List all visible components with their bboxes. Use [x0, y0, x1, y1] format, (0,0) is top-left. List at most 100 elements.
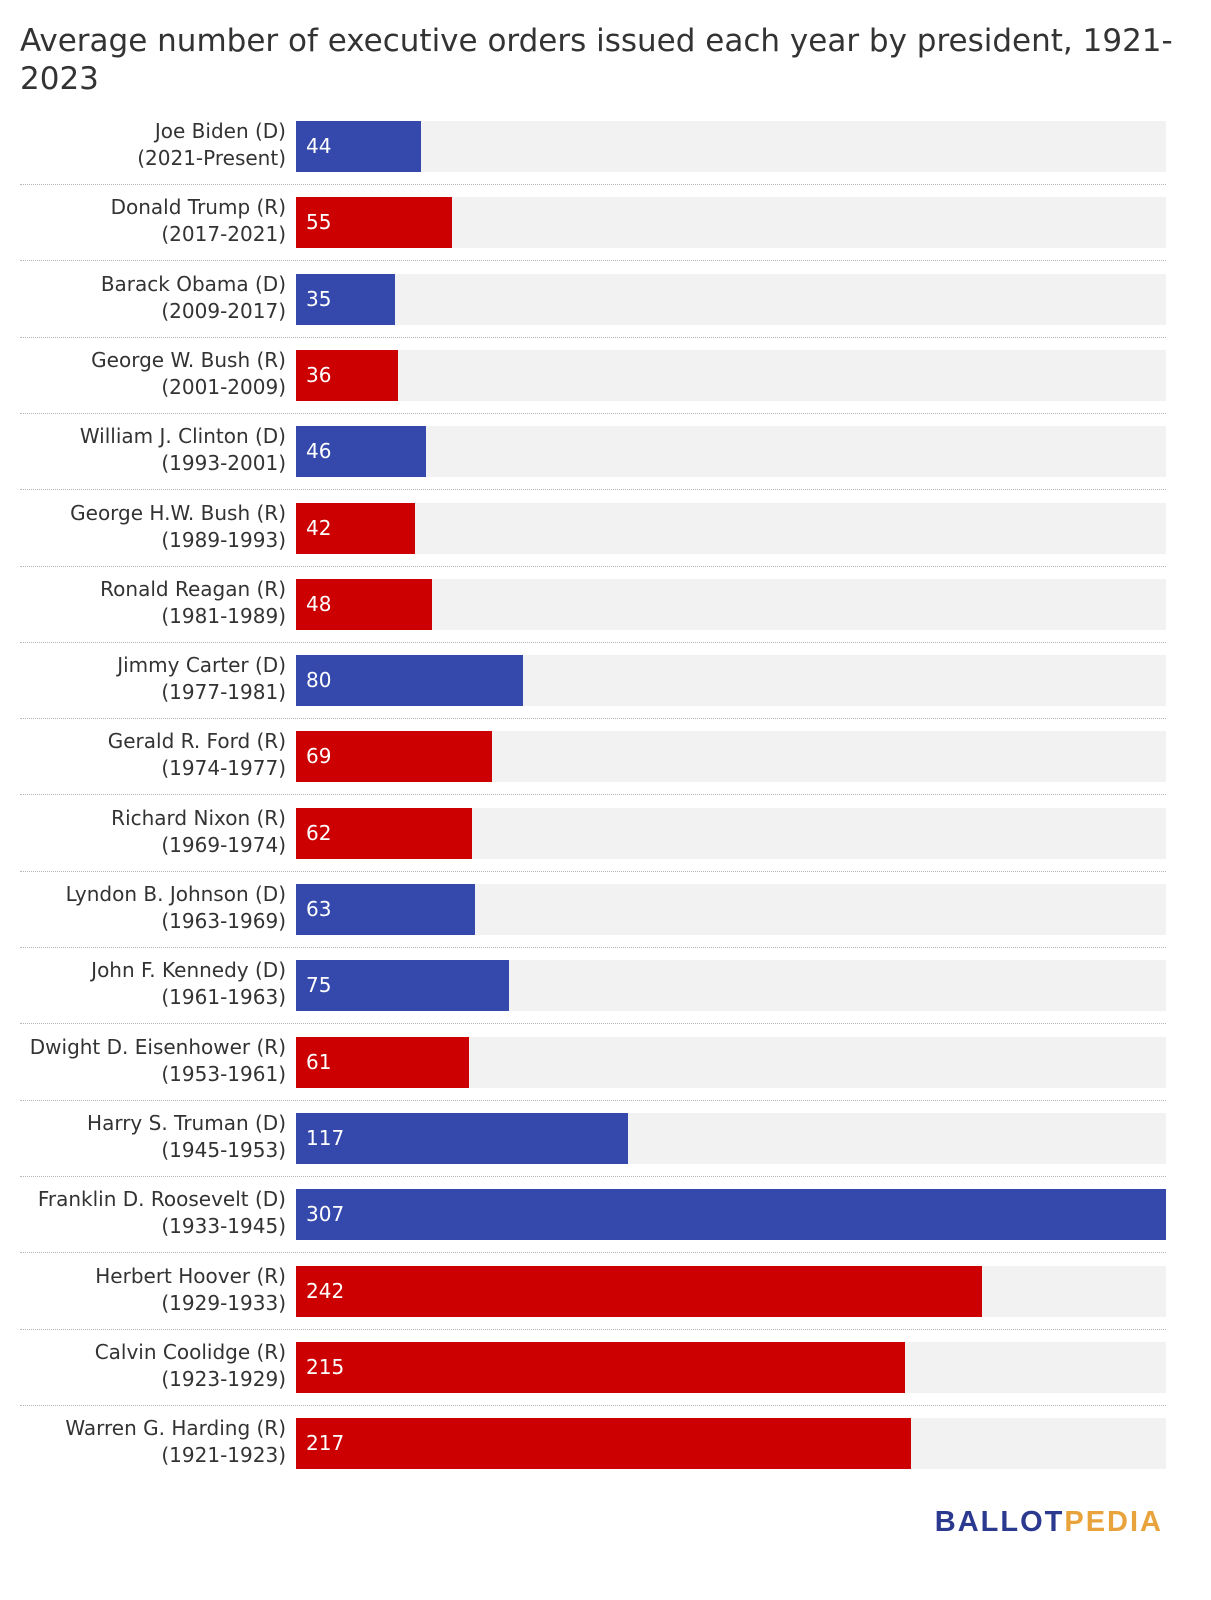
president-name: Donald Trump (R)	[110, 195, 286, 220]
term-years: (1977-1981)	[161, 680, 286, 705]
bar-value-label: 75	[306, 973, 332, 998]
president-name: Herbert Hoover (R)	[95, 1263, 286, 1288]
bar	[296, 1189, 1166, 1241]
president-name: Joe Biden (D)	[154, 119, 286, 143]
bar-value-label: 307	[306, 1202, 345, 1227]
row-divider	[20, 565, 1166, 567]
bar-row: George H.W. Bush (R) (1989-1993) 42	[0, 500, 1211, 577]
bar	[296, 807, 472, 859]
bar-label: Ronald Reagan (R) (1981-1989)	[0, 576, 286, 630]
bar-value-label: 63	[306, 897, 332, 921]
bar	[296, 1112, 628, 1164]
president-name: Jimmy Carter (D)	[117, 653, 286, 678]
bar-label: Jimmy Carter (D) (1977-1981)	[0, 652, 286, 706]
bar-value-label: 35	[306, 286, 332, 311]
row-divider	[20, 641, 1166, 643]
term-years: (1974-1977)	[161, 756, 286, 781]
bar-track: 35	[296, 273, 1166, 325]
bar-track: 217	[296, 1418, 1166, 1470]
bar-row: Barack Obama (D) (2009-2017) 35	[0, 271, 1211, 348]
term-years: (1929-1933)	[161, 1290, 286, 1315]
bar-value-label: 80	[306, 668, 332, 693]
bar-row: Ronald Reagan (R) (1981-1989) 48	[0, 576, 1211, 653]
logo-part-pedia: PEDIA	[1064, 1506, 1163, 1538]
bar-label: Dwight D. Eisenhower (R) (1953-1961)	[0, 1034, 286, 1088]
term-years: (1945-1953)	[161, 1137, 286, 1162]
president-name: Harry S. Truman (D)	[87, 1110, 286, 1135]
term-years: (1923-1929)	[161, 1366, 286, 1391]
bar-track: 63	[296, 884, 1166, 935]
bar-track: 44	[296, 121, 1166, 172]
bar-track: 75	[296, 960, 1166, 1012]
president-name: George H.W. Bush (R)	[70, 500, 286, 525]
president-name: Richard Nixon (R)	[111, 805, 286, 830]
row-divider	[20, 412, 1166, 414]
row-divider	[20, 336, 1166, 338]
bar-track: 61	[296, 1036, 1166, 1088]
bar-value-label: 69	[306, 744, 332, 769]
bar-label: Franklin D. Roosevelt (D) (1933-1945)	[0, 1186, 286, 1240]
bar-label: Richard Nixon (R) (1969-1974)	[0, 805, 286, 859]
row-divider	[20, 718, 1166, 720]
president-name: Ronald Reagan (R)	[100, 576, 286, 601]
bar-track: 307	[296, 1189, 1166, 1241]
bar-row: Donald Trump (R) (2017-2021) 55	[0, 194, 1211, 271]
bar	[296, 1036, 469, 1088]
term-years: (2017-2021)	[161, 222, 286, 247]
bar-value-label: 215	[306, 1354, 345, 1379]
row-divider	[20, 870, 1166, 872]
bar	[296, 1265, 982, 1317]
bar-row: George W. Bush (R) (2001-2009) 36	[0, 347, 1211, 424]
bar	[296, 121, 421, 172]
bar	[296, 655, 523, 707]
term-years: (1953-1961)	[161, 1061, 286, 1086]
term-years: (2021-Present)	[137, 146, 286, 170]
bar	[296, 1341, 906, 1393]
president-name: Franklin D. Roosevelt (D)	[37, 1187, 286, 1212]
president-name: William J. Clinton (D)	[79, 424, 286, 449]
bar-track: 42	[296, 502, 1166, 554]
president-name: Gerald R. Ford (R)	[107, 729, 286, 754]
bar-track: 55	[296, 197, 1166, 249]
term-years: (1921-1923)	[161, 1443, 286, 1468]
row-divider	[20, 1252, 1166, 1254]
bar-chart: Joe Biden (D) (2021-Present) 44 Donald Trum…	[0, 118, 1211, 1478]
bar-label: Lyndon B. Johnson (D) (1963-1969)	[0, 881, 286, 935]
bar-row: Lyndon B. Johnson (D) (1963-1969) 63	[0, 881, 1211, 958]
bar-value-label: 117	[306, 1125, 345, 1150]
bar-value-label: 36	[306, 362, 332, 387]
bar-track: 69	[296, 731, 1166, 783]
term-years: (1933-1945)	[161, 1214, 286, 1239]
bar	[296, 960, 509, 1012]
term-years: (2009-2017)	[161, 298, 286, 323]
bar-value-label: 44	[306, 134, 332, 158]
bar-label: William J. Clinton (D) (1993-2001)	[0, 423, 286, 477]
term-years: (2001-2009)	[161, 374, 286, 399]
bar-label: Calvin Coolidge (R) (1923-1929)	[0, 1339, 286, 1393]
row-divider	[20, 1099, 1166, 1101]
bar-row: Harry S. Truman (D) (1945-1953) 117	[0, 1110, 1211, 1187]
bar-row: Dwight D. Eisenhower (R) (1953-1961) 61	[0, 1034, 1211, 1111]
bar-value-label: 62	[306, 820, 332, 845]
bar	[296, 273, 396, 325]
bar-track: 117	[296, 1112, 1166, 1164]
bar-track: 242	[296, 1265, 1166, 1317]
row-divider	[20, 1328, 1166, 1330]
bar	[296, 502, 416, 554]
term-years: (1961-1963)	[161, 985, 286, 1010]
bar-label: Warren G. Harding (R) (1921-1923)	[0, 1415, 286, 1469]
term-years: (1969-1974)	[161, 832, 286, 857]
bar-label: Herbert Hoover (R) (1929-1933)	[0, 1263, 286, 1317]
bar	[296, 349, 399, 401]
bar-row: Warren G. Harding (R) (1921-1923) 217	[0, 1415, 1211, 1492]
row-divider	[20, 1175, 1166, 1177]
bar-value-label: 46	[306, 439, 332, 464]
ballotpedia-logo: BALLOTPEDIA	[935, 1506, 1163, 1539]
bar	[296, 197, 452, 249]
bar-row: Jimmy Carter (D) (1977-1981) 80	[0, 652, 1211, 729]
bar-row: Franklin D. Roosevelt (D) (1933-1945) 307	[0, 1186, 1211, 1263]
bar-row: Joe Biden (D) (2021-Present) 44	[0, 118, 1211, 195]
bar-label: Harry S. Truman (D) (1945-1953)	[0, 1110, 286, 1164]
row-divider	[20, 260, 1166, 262]
bar-value-label: 217	[306, 1431, 345, 1456]
